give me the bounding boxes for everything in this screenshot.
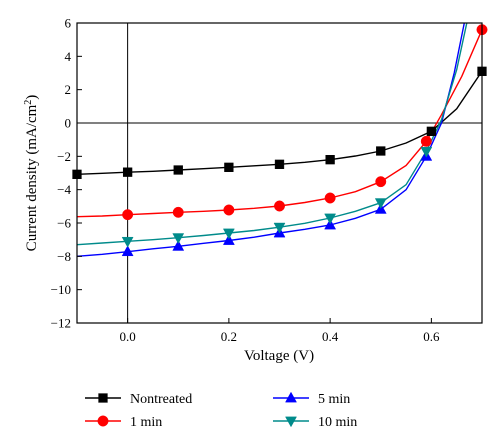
legend-label: 10 min — [318, 415, 357, 430]
legend-marker-1-min — [97, 415, 109, 427]
series-markers — [72, 24, 488, 257]
data-point-nontreated — [173, 165, 183, 175]
y-tick-label: 2 — [65, 82, 72, 97]
data-point-10-min — [324, 213, 337, 225]
legend-marker-10-min — [285, 416, 297, 428]
series-line-10-min — [77, 23, 468, 246]
data-point-nontreated — [122, 167, 133, 177]
data-point-1-min — [122, 209, 134, 221]
data-point-5-min — [121, 245, 134, 257]
data-point-1-min — [172, 206, 184, 218]
data-point-10-min — [222, 228, 235, 240]
data-point-nontreated — [376, 146, 386, 156]
x-axis-label: Voltage (V) — [244, 348, 314, 364]
data-point-1-min — [223, 204, 235, 216]
y-tick-label: −4 — [57, 182, 71, 197]
y-tick-label: −2 — [57, 149, 71, 164]
axis-ticks — [77, 22, 432, 324]
x-tick-label: 0.4 — [322, 329, 339, 344]
plot-frame — [76, 22, 483, 324]
legend-item-5-min: 5 min — [273, 391, 350, 407]
data-point-5-min — [222, 234, 235, 245]
y-axis-label-superscript: 2 — [23, 100, 34, 105]
y-tick-label: −12 — [51, 316, 71, 331]
reference-lines — [77, 23, 482, 323]
x-tick-label: 0.6 — [423, 329, 440, 344]
data-point-1-min — [274, 200, 285, 212]
legend-marker-5-min — [285, 391, 297, 403]
data-point-10-min — [172, 233, 185, 244]
axis-tick-labels: 0.0 0.2 0.4 0.6 −12 −10 −8 −6 −4 −2 0 2 4 6 — [51, 16, 440, 345]
y-tick-label: −8 — [57, 249, 71, 264]
y-tick-label: −6 — [57, 216, 71, 231]
x-tick-label: 0.2 — [221, 329, 237, 344]
y-tick-label: 4 — [65, 49, 72, 64]
data-point-nontreated — [325, 155, 335, 165]
y-tick-label: 0 — [65, 116, 72, 131]
data-point-10-min — [374, 198, 387, 209]
x-tick-label: 0.0 — [120, 329, 136, 344]
legend-label: 1 min — [130, 415, 162, 430]
data-point-1-min — [324, 192, 336, 204]
data-point-nontreated — [274, 159, 285, 169]
data-point-10-min — [121, 236, 134, 248]
legend-marker-nontreated — [98, 393, 108, 403]
legend: Nontreated 1 min 5 min 10 min — [85, 391, 357, 430]
data-point-10-min — [420, 146, 433, 158]
data-point-5-min — [172, 240, 185, 251]
y-axis-label-end: ) — [24, 95, 40, 100]
legend-item-nontreated: Nontreated — [85, 392, 192, 407]
data-point-1-min — [375, 176, 387, 188]
y-axis-label-main: Current density (mA/cm — [24, 104, 40, 251]
legend-label: 5 min — [318, 392, 350, 407]
data-point-nontreated — [426, 126, 437, 136]
data-point-1-min — [420, 135, 432, 147]
series-line-5-min — [77, 23, 465, 257]
y-tick-label: −10 — [51, 282, 71, 297]
data-point-nontreated — [224, 162, 234, 172]
y-tick-label: 6 — [65, 16, 72, 31]
legend-item-1-min: 1 min — [85, 415, 162, 430]
legend-item-10-min: 10 min — [273, 415, 357, 430]
data-point-10-min — [273, 222, 286, 234]
y-axis-label: Current density (mA/cm2) — [23, 95, 40, 252]
legend-label: Nontreated — [130, 392, 192, 407]
